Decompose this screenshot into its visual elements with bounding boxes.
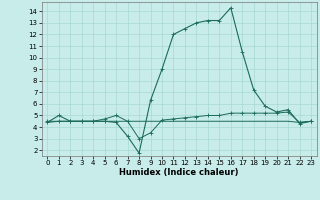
X-axis label: Humidex (Indice chaleur): Humidex (Indice chaleur) [119,168,239,177]
